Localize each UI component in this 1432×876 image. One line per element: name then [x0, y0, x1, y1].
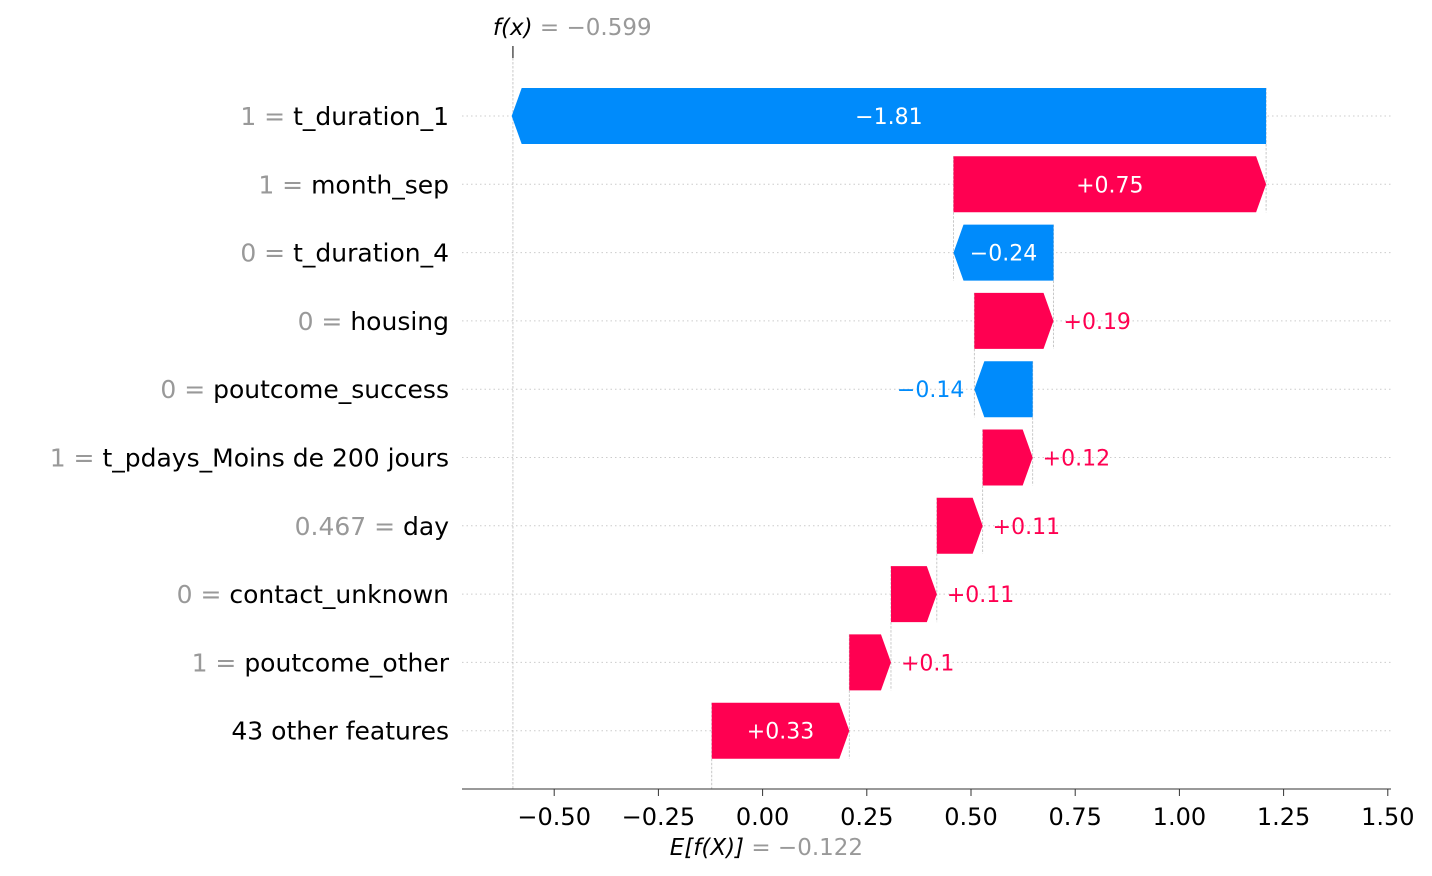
bar-value-label: +0.1 — [901, 651, 954, 676]
x-axis: −0.50 −0.25 0.00 0.25 0.50 0.75 1.00 1.25 1.50 — [462, 788, 1415, 831]
x-tick-label: 0.25 — [840, 803, 893, 831]
feature-value: 0 = — [160, 375, 213, 404]
bar-value-label: +0.11 — [947, 583, 1014, 608]
bars: −1.81 +0.75 −0.24 +0.19 −0.14 +0.12 +0.11 +0.11… — [511, 88, 1267, 759]
output-label-name: f(x) — [493, 15, 540, 41]
x-tick-label: −0.50 — [517, 803, 591, 831]
x-tick-label: 1.25 — [1257, 803, 1310, 831]
waterfall-bar — [890, 566, 937, 623]
base-value-label: E[f(X)] = −0.122 — [670, 835, 863, 861]
feature-name: day — [403, 512, 449, 541]
bar-value-label: +0.75 — [1076, 173, 1143, 198]
x-tick-label: 0.00 — [736, 803, 789, 831]
x-tick-label: −0.25 — [622, 803, 696, 831]
waterfall-bar — [974, 361, 1033, 418]
feature-label: 1 = month_sep — [258, 170, 449, 199]
feature-label: 43 other features — [231, 717, 449, 746]
x-tick-label: 0.75 — [1048, 803, 1101, 831]
feature-value: 0 = — [177, 580, 230, 609]
feature-name: poutcome_success — [213, 375, 449, 404]
feature-value: 0.467 = — [295, 512, 403, 541]
feature-name: housing — [350, 307, 449, 336]
waterfall-bar — [953, 224, 1054, 281]
waterfall-bar — [711, 702, 850, 759]
output-label-eq: = −0.599 — [540, 15, 652, 41]
bar-value-label: +0.19 — [1064, 310, 1131, 335]
feature-label: 0 = contact_unknown — [177, 580, 449, 609]
waterfall-bar — [953, 156, 1267, 213]
waterfall-bar — [974, 292, 1054, 349]
feature-label: 0.467 = day — [295, 512, 450, 541]
feature-value: 1 = — [258, 170, 311, 199]
bar-value-label: +0.11 — [993, 515, 1060, 540]
waterfall-bar — [936, 497, 983, 554]
feature-label: 0 = poutcome_success — [160, 375, 449, 404]
feature-name: 43 other features — [231, 717, 449, 746]
waterfall-bar — [511, 88, 1267, 144]
bar-value-label: −0.14 — [897, 378, 964, 403]
feature-value: 0 = — [240, 239, 293, 268]
x-tick-label: 1.00 — [1153, 803, 1206, 831]
feature-name: contact_unknown — [229, 580, 449, 609]
feature-value: 1 = — [192, 648, 245, 677]
feature-label: 1 = t_pdays_Moins de 200 jours — [50, 444, 449, 473]
bar-value-label: +0.12 — [1043, 447, 1110, 472]
bar-value-label: +0.33 — [747, 720, 814, 745]
x-tick-label: 1.50 — [1361, 803, 1414, 831]
base-label-eq: = −0.122 — [751, 835, 863, 861]
feature-value: 1 = — [50, 444, 103, 473]
waterfall-bar — [982, 429, 1033, 486]
feature-label: 1 = t_duration_1 — [240, 102, 449, 131]
annotations: f(x) = −0.599 E[f(X)] = −0.122 — [493, 15, 863, 861]
feature-label: 1 = poutcome_other — [192, 648, 450, 677]
bar-value-label: −0.24 — [970, 242, 1037, 267]
feature-label: 0 = housing — [298, 307, 449, 336]
feature-name: month_sep — [311, 170, 449, 199]
feature-value: 1 = — [240, 102, 293, 131]
output-value-label: f(x) = −0.599 — [493, 15, 652, 41]
feature-label: 0 = t_duration_4 — [240, 239, 449, 268]
feature-name: t_duration_4 — [293, 239, 449, 268]
base-label-name: E[f(X)] — [670, 835, 752, 861]
feature-value: 0 = — [298, 307, 351, 336]
waterfall-bar — [849, 634, 891, 691]
bar-value-label: −1.81 — [855, 105, 922, 130]
feature-name: t_pdays_Moins de 200 jours — [102, 444, 449, 473]
feature-name: poutcome_other — [244, 648, 449, 677]
x-tick-label: 0.50 — [944, 803, 997, 831]
feature-name: t_duration_1 — [293, 102, 449, 131]
